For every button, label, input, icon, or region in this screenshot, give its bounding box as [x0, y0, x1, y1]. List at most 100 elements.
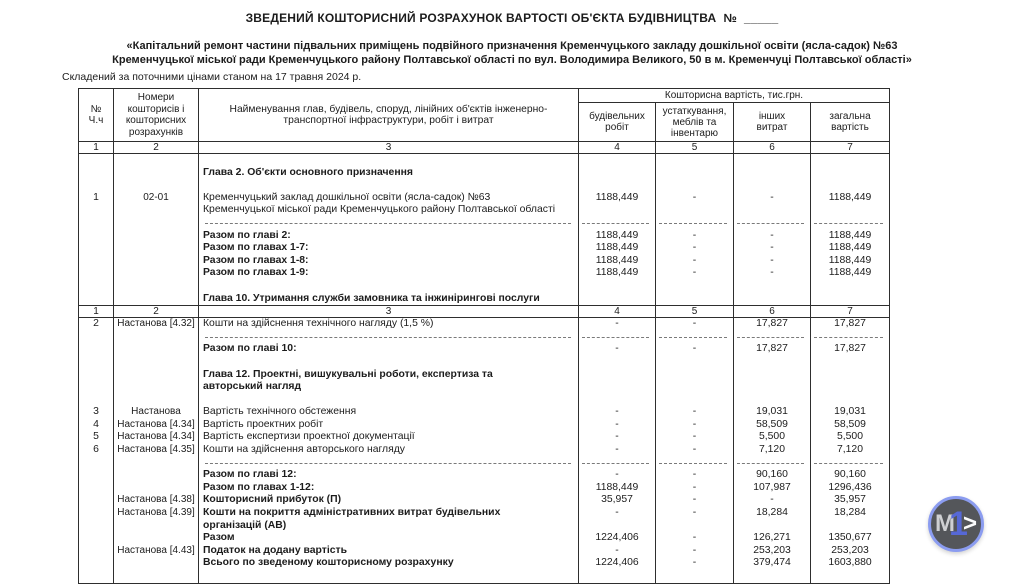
row-value-cell: -	[734, 191, 811, 205]
row-value-cell	[811, 570, 889, 583]
row-value-cell	[656, 381, 734, 394]
row-value-cell: 1350,677	[828, 532, 872, 544]
row-value-cell: -	[656, 343, 734, 356]
row-value-cell	[579, 368, 656, 382]
row-value-cell	[656, 204, 734, 217]
row-value-cell: -	[656, 481, 734, 495]
row-value-cell: 7,120	[734, 444, 811, 457]
row-text-cell: Кременчуцький заклад дошкільної освіти (…	[199, 191, 579, 205]
header-col-item-name: Найменування глав, будівель, споруд, лін…	[199, 89, 579, 141]
row-text-cell: Глава 2. Об'єкти основного призначення	[199, 166, 579, 180]
row-value-cell	[656, 154, 734, 167]
row-value-cell: -	[656, 494, 734, 508]
column-number-cell: 6	[734, 306, 811, 318]
row-value-cell	[656, 519, 734, 533]
row-value-cell	[579, 279, 656, 293]
row-value-cell: 35,957	[579, 494, 656, 508]
row-value-cell: 1188,449	[579, 254, 656, 268]
row-value-cell	[579, 154, 656, 167]
row-value-cell: Настанова [4.39]	[114, 507, 199, 520]
row-text-cell	[199, 330, 579, 344]
row-value-cell	[579, 330, 656, 344]
row-value-cell: 17,827	[734, 343, 811, 356]
row-value-cell	[114, 557, 199, 570]
row-value-cell	[114, 481, 199, 495]
header-col-estimate-refs: Номери кошторисів і кошторисних розрахун…	[114, 89, 199, 141]
row-value-cell: -	[656, 557, 734, 570]
row-value-cell	[734, 330, 811, 344]
row-value-cell: 3	[79, 406, 114, 419]
dashed-separator	[659, 336, 727, 338]
row-value-cell	[579, 456, 656, 470]
row-value-cell: 379,474	[734, 557, 811, 570]
row-value-cell	[79, 393, 114, 407]
row-value-cell: 253,203	[831, 544, 869, 556]
row-value-cell	[114, 154, 199, 167]
row-value-cell: -	[656, 507, 734, 520]
row-value-cell	[734, 393, 811, 407]
dashed-separator	[582, 336, 649, 338]
row-value-cell	[79, 242, 114, 255]
row-value-cell: 1224,406	[579, 532, 656, 545]
row-value-cell: -	[656, 318, 734, 331]
row-value-cell	[734, 456, 811, 470]
dashed-separator	[582, 462, 649, 464]
row-value-cell	[579, 216, 656, 230]
row-value-cell: 5,500	[836, 431, 863, 443]
row-value-cell	[811, 204, 889, 217]
row-value-cell: 19,031	[834, 406, 866, 418]
row-value-cell	[114, 343, 199, 356]
row-text-cell: Кошти на здійснення технічного нагляду (…	[199, 318, 579, 331]
column-number-cell: 3	[199, 142, 579, 153]
column-number-cell: 6	[734, 142, 811, 153]
row-value-cell: -	[656, 406, 734, 419]
row-value-cell: 1188,449	[828, 254, 872, 266]
row-value-cell	[734, 204, 811, 217]
row-value-cell	[656, 179, 734, 192]
row-value-cell: 17,827	[734, 318, 811, 331]
row-text-cell: Кременчуцької міської ради Кременчуцьког…	[199, 204, 579, 217]
row-value-cell	[656, 216, 734, 230]
dashed-separator	[659, 222, 727, 224]
logo-arrow-icon: >	[962, 510, 977, 537]
row-text-cell	[199, 154, 579, 167]
row-value-cell	[79, 154, 114, 167]
row-value-cell: Настанова	[114, 406, 199, 419]
dashed-separator	[737, 462, 804, 464]
row-value-cell	[114, 381, 199, 394]
row-value-cell: Настанова [4.38]	[114, 494, 199, 508]
row-text-cell: Глава 10. Утримання служби замовника та …	[199, 292, 579, 306]
row-value-cell: 18,284	[734, 507, 811, 520]
m1-watermark-logo: M 1 >	[928, 496, 984, 552]
row-text-cell: Разом по главі 2:	[199, 229, 579, 243]
row-value-cell	[79, 544, 114, 558]
row-value-cell: 1188,449	[579, 229, 656, 243]
column-number-cell: 3	[199, 306, 579, 318]
row-value-cell: -	[656, 229, 734, 243]
row-value-cell	[79, 279, 114, 293]
dashed-separator	[582, 222, 649, 224]
row-value-cell	[811, 369, 889, 382]
row-value-cell: 1188,449	[828, 242, 872, 254]
row-value-cell	[656, 368, 734, 382]
row-value-cell	[114, 570, 199, 583]
dashed-separator	[737, 336, 804, 338]
row-value-cell: -	[734, 254, 811, 268]
row-text-cell: Вартість проектних робіт	[199, 418, 579, 432]
row-value-cell: 1296,436	[828, 481, 872, 493]
row-value-cell	[114, 267, 199, 280]
row-value-cell: -	[579, 318, 656, 331]
row-value-cell	[114, 368, 199, 382]
row-value-cell: 1188,449	[579, 242, 656, 255]
row-value-cell	[79, 229, 114, 243]
row-value-cell: -	[579, 469, 656, 482]
row-text-cell: Кошти на здійснення авторського нагляду	[199, 444, 579, 457]
row-value-cell	[656, 393, 734, 407]
subtitle-line-1: «Капітальний ремонт частини підвальних п…	[126, 40, 898, 52]
column-number-cell: 5	[656, 142, 734, 153]
row-text-cell	[199, 179, 579, 192]
row-value-cell	[79, 368, 114, 382]
row-value-cell	[811, 331, 889, 344]
row-value-cell	[114, 393, 199, 407]
column-number-cell: 7	[847, 306, 853, 318]
